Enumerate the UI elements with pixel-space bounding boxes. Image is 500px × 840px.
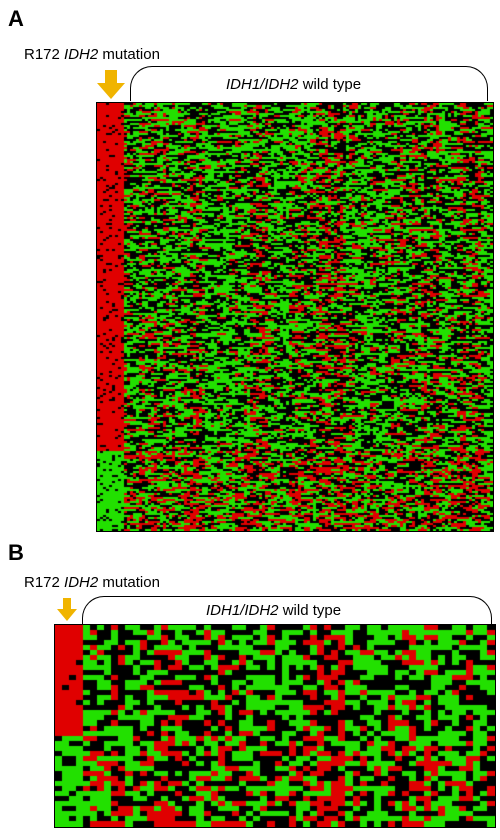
panel-b-mutation-caption: R172 IDH2 mutation	[24, 574, 160, 591]
panel-a-wildtype-bracket	[130, 66, 488, 101]
panel-a-letter: A	[8, 6, 24, 31]
panel-b-heatmap-canvas	[55, 625, 495, 827]
panel-b-wildtype-suffix: wild type	[278, 602, 342, 619]
panel-b-letter: B	[8, 540, 24, 565]
panel-b-mutation-prefix: R172	[24, 574, 65, 591]
panel-a-mutation-caption: R172 IDH2 mutation	[24, 46, 160, 63]
panel-b-down-arrow-icon	[57, 598, 77, 621]
panel-b-mutation-suffix: mutation	[98, 574, 160, 591]
panel-a-heatmap	[96, 102, 494, 532]
panel-a-mutation-suffix: mutation	[98, 46, 160, 63]
panel-a-wildtype-label: IDH1/IDH2 wild type	[226, 76, 361, 93]
panel-b-heatmap	[54, 624, 496, 828]
panel-a-down-arrow-icon	[97, 70, 125, 99]
panel-b-wildtype-label: IDH1/IDH2 wild type	[206, 602, 341, 619]
panel-a-heatmap-canvas	[97, 103, 493, 531]
panel-a-mutation-prefix: R172	[24, 46, 65, 63]
panel-b-wildtype-gene: IDH1/IDH2	[206, 602, 279, 619]
panel-a-wildtype-gene: IDH1/IDH2	[226, 76, 299, 93]
panel-b-mutation-gene: IDH2	[64, 574, 99, 591]
panel-a-wildtype-suffix: wild type	[298, 76, 362, 93]
panel-a-mutation-gene: IDH2	[64, 46, 99, 63]
